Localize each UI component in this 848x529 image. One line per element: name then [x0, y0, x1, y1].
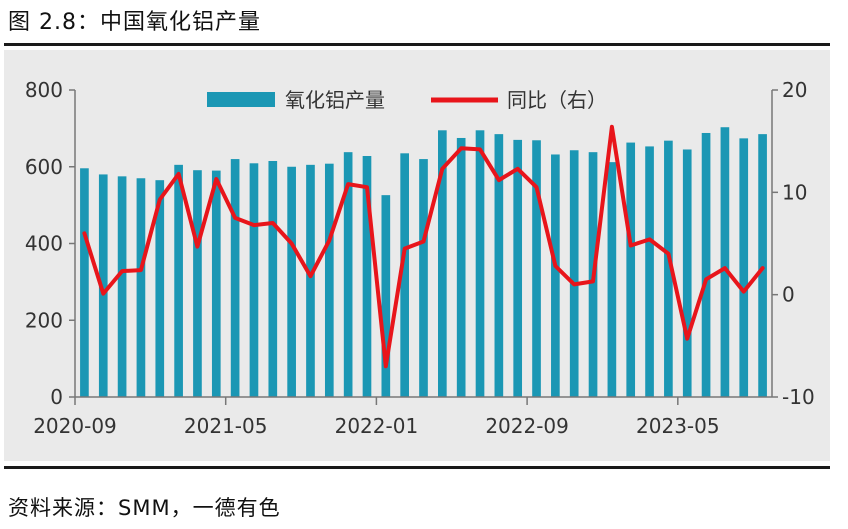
bar	[211, 170, 221, 397]
bar	[456, 137, 466, 397]
bar	[249, 163, 259, 397]
bar	[664, 140, 673, 397]
figure-title: 图 2.8：中国氧化铝产量	[8, 10, 261, 35]
bar	[155, 180, 165, 397]
bar	[438, 130, 447, 397]
bar	[701, 132, 711, 397]
left-axis-tick-label: 400	[25, 232, 63, 256]
x-axis-tick-label: 2021-05	[184, 414, 268, 438]
bar	[80, 168, 89, 397]
x-axis-tick-label: 2020-09	[33, 414, 117, 438]
bar	[551, 154, 560, 397]
bar	[136, 178, 146, 397]
bar	[362, 156, 372, 397]
bar	[569, 150, 579, 397]
legend-line-label: 同比（右）	[507, 88, 607, 112]
bar	[306, 164, 315, 397]
bar	[324, 163, 334, 397]
x-axis-tick-label: 2022-09	[485, 414, 569, 438]
left-axis-tick-label: 600	[25, 155, 63, 179]
bar	[739, 138, 749, 397]
bar	[287, 166, 296, 397]
left-axis-tick-label: 0	[50, 385, 63, 409]
bar	[626, 142, 636, 397]
bar	[419, 159, 428, 397]
source-note: 资料来源：SMM，一德有色	[8, 496, 281, 520]
bar	[230, 159, 240, 397]
right-axis-tick-label: 20	[782, 78, 807, 102]
bar	[682, 149, 692, 397]
x-axis-tick-label: 2023-05	[636, 414, 720, 438]
bar	[98, 174, 108, 397]
left-axis-tick-label: 200	[25, 308, 63, 332]
bar	[720, 127, 730, 397]
top-rule	[4, 43, 830, 46]
bar	[343, 152, 353, 397]
bar	[607, 162, 617, 397]
right-axis-tick-label: 0	[782, 283, 795, 307]
bar	[193, 170, 202, 397]
bar	[645, 146, 654, 397]
x-axis-tick-label: 2022-01	[335, 414, 419, 438]
bar	[532, 140, 541, 397]
right-axis-tick-label: -10	[782, 385, 815, 409]
bar	[268, 160, 278, 397]
bar	[381, 195, 391, 397]
bar	[494, 134, 504, 397]
bottom-rule	[4, 466, 830, 469]
bar	[475, 130, 485, 397]
bar	[400, 153, 409, 397]
bar	[174, 164, 183, 397]
chart: 0 200 400 600 800 -10 0 10 20 2020-09 2021-05 2022-…	[25, 78, 815, 438]
bar	[117, 176, 127, 397]
legend-bar-label: 氧化铝产量	[285, 88, 385, 112]
right-axis-tick-label: 10	[782, 180, 807, 204]
legend-bar-swatch	[207, 92, 275, 107]
bar	[513, 139, 523, 397]
yoy-series-line	[82, 124, 765, 369]
bar	[758, 134, 767, 397]
left-axis-tick-label: 800	[25, 78, 63, 102]
